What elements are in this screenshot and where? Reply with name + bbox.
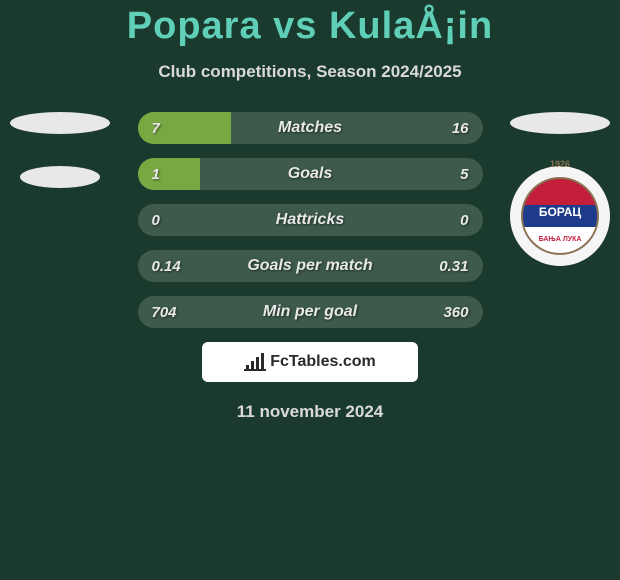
stat-value-left: 704 (152, 304, 177, 321)
stat-row-hattricks: 0 Hattricks 0 (138, 204, 483, 236)
stat-label: Min per goal (263, 303, 357, 321)
stat-row-matches: 7 Matches 16 (138, 112, 483, 144)
header: Popara vs KulaÅ¡in Club competitions, Se… (0, 0, 620, 82)
stat-label: Matches (278, 119, 342, 137)
stat-value-left: 0.14 (152, 258, 181, 275)
badge-placeholder-3 (510, 112, 610, 134)
stats-container: 7 Matches 16 1 Goals 5 0 Hattricks 0 0.1… (138, 112, 483, 328)
right-badges-column: 1926 БОРАЦ БАЊА ЛУКА (510, 112, 610, 266)
footer-logo[interactable]: FcTables.com (202, 342, 418, 382)
page-title: Popara vs KulaÅ¡in (0, 5, 620, 48)
logo-text: FcTables.com (270, 353, 376, 371)
stat-label: Goals per match (247, 257, 372, 275)
stat-value-right: 360 (443, 304, 468, 321)
badge-text-top: БОРАЦ (539, 205, 581, 219)
stat-label: Goals (288, 165, 332, 183)
team-badge: 1926 БОРАЦ БАЊА ЛУКА (510, 166, 610, 266)
badge-placeholder-2 (20, 166, 100, 188)
badge-text-bottom: БАЊА ЛУКА (539, 236, 582, 243)
badge-placeholder-1 (10, 112, 110, 134)
chart-icon (244, 353, 266, 371)
stat-value-right: 0.31 (439, 258, 468, 275)
stat-value-right: 0 (460, 212, 468, 229)
stat-value-left: 7 (152, 120, 160, 137)
stat-fill (138, 158, 200, 190)
stat-row-gpm: 0.14 Goals per match 0.31 (138, 250, 483, 282)
badge-year: 1926 (550, 159, 570, 169)
stat-row-goals: 1 Goals 5 (138, 158, 483, 190)
page-subtitle: Club competitions, Season 2024/2025 (0, 62, 620, 82)
stat-value-left: 1 (152, 166, 160, 183)
stat-value-right: 5 (460, 166, 468, 183)
stat-label: Hattricks (276, 211, 344, 229)
stat-row-mpg: 704 Min per goal 360 (138, 296, 483, 328)
comparison-area: 1926 БОРАЦ БАЊА ЛУКА 7 Matches 16 1 Goal… (0, 112, 620, 328)
stat-value-right: 16 (452, 120, 469, 137)
date-text: 11 november 2024 (0, 402, 620, 422)
left-badges-column (10, 112, 110, 220)
team-badge-inner: БОРАЦ БАЊА ЛУКА (521, 177, 599, 255)
stat-value-left: 0 (152, 212, 160, 229)
